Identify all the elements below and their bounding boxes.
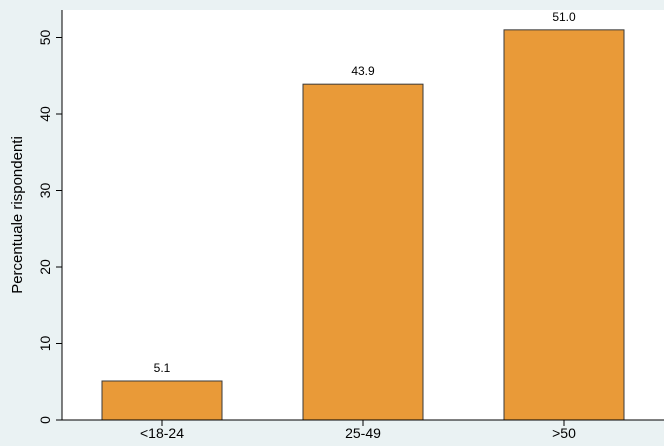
y-axis-label: Percentuale rispondenti <box>9 136 26 294</box>
bar-value-label: 51.0 <box>552 10 576 24</box>
y-tick-label: 40 <box>37 106 53 122</box>
bar-value-label: 43.9 <box>351 64 375 78</box>
bar-value-label: 5.1 <box>154 361 171 375</box>
bar-2 <box>503 29 625 421</box>
y-axis: 0 10 20 30 40 50 <box>37 10 63 424</box>
bar-0 <box>101 380 223 421</box>
bars-group <box>101 29 625 421</box>
x-tick-label: <18-24 <box>140 425 184 441</box>
x-axis: <18-24 25-49 >50 <box>62 419 664 441</box>
x-tick-label: 25-49 <box>345 425 381 441</box>
x-tick-label: >50 <box>552 425 576 441</box>
bar-1 <box>302 83 424 421</box>
value-labels-group: 5.1 43.9 51.0 <box>154 10 576 375</box>
y-tick-label: 10 <box>37 336 53 352</box>
y-tick-label: 0 <box>37 416 53 424</box>
y-tick-label: 30 <box>37 183 53 199</box>
y-tick-label: 20 <box>37 259 53 275</box>
y-tick-label: 50 <box>37 30 53 46</box>
